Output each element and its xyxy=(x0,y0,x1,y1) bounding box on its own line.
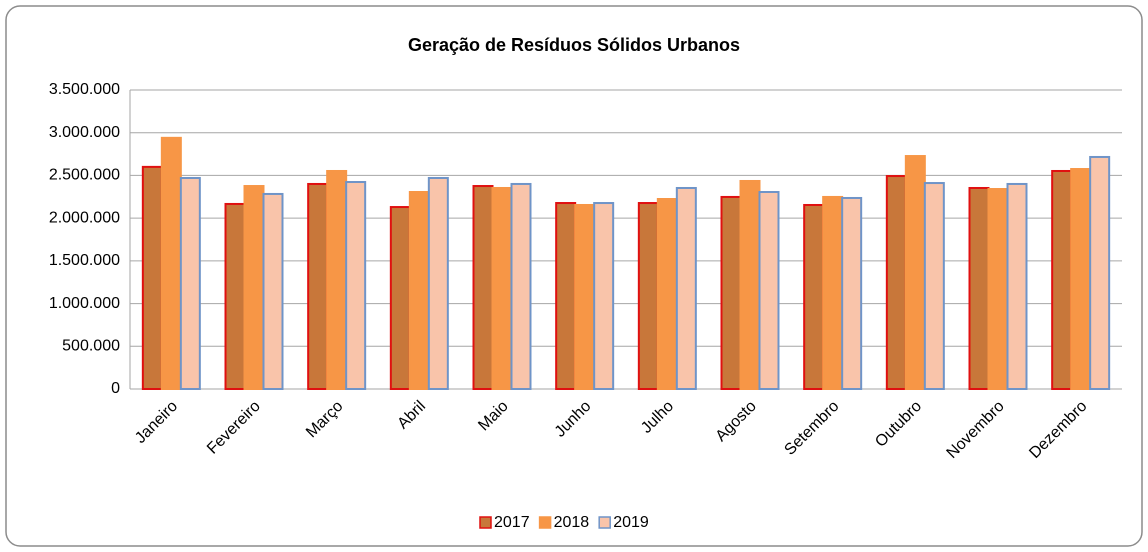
y-tick-label: 500.000 xyxy=(62,338,120,355)
legend-label: 2019 xyxy=(613,514,649,531)
bar xyxy=(427,176,449,390)
bar xyxy=(262,192,284,390)
bar xyxy=(1070,168,1092,390)
bar xyxy=(179,176,201,390)
y-tick-label: 0 xyxy=(111,380,120,397)
y-tick-label: 2.500.000 xyxy=(49,167,120,184)
bar xyxy=(656,198,678,390)
bar xyxy=(1051,169,1073,390)
legend-swatch xyxy=(538,516,552,529)
bar xyxy=(675,186,697,390)
bar xyxy=(1006,182,1028,390)
bar xyxy=(307,182,329,390)
chart-title: Geração de Resíduos Sólidos Urbanos xyxy=(408,35,740,55)
legend-swatch xyxy=(598,516,611,529)
bar xyxy=(904,155,926,390)
bar xyxy=(574,203,596,390)
bar xyxy=(1089,155,1111,390)
bar xyxy=(841,196,863,390)
bar xyxy=(803,203,825,390)
bar xyxy=(160,136,182,390)
bar xyxy=(389,206,411,390)
bar xyxy=(637,202,659,390)
bar xyxy=(224,202,246,390)
bar xyxy=(345,181,367,390)
legend-label: 2018 xyxy=(554,514,590,531)
bar xyxy=(243,185,265,390)
y-tick-label: 3.500.000 xyxy=(49,81,120,98)
y-tick-label: 3.000.000 xyxy=(49,124,120,141)
bar xyxy=(141,165,163,390)
bar xyxy=(593,202,615,390)
bar xyxy=(885,175,907,390)
y-tick-label: 1.500.000 xyxy=(49,252,120,269)
y-tick-label: 2.000.000 xyxy=(49,209,120,226)
bar xyxy=(555,202,577,390)
bar xyxy=(510,182,532,390)
bar xyxy=(491,186,513,390)
legend-label: 2017 xyxy=(494,514,530,531)
legend-swatch xyxy=(479,516,492,529)
bar xyxy=(987,188,1009,390)
bar xyxy=(822,195,844,390)
bar xyxy=(408,191,430,390)
bar xyxy=(472,185,494,390)
y-tick-label: 1.000.000 xyxy=(49,295,120,312)
bar xyxy=(720,195,742,390)
bar xyxy=(739,179,761,390)
bar xyxy=(923,182,945,390)
bar xyxy=(758,191,780,390)
bar xyxy=(326,169,348,390)
bar xyxy=(968,186,990,390)
